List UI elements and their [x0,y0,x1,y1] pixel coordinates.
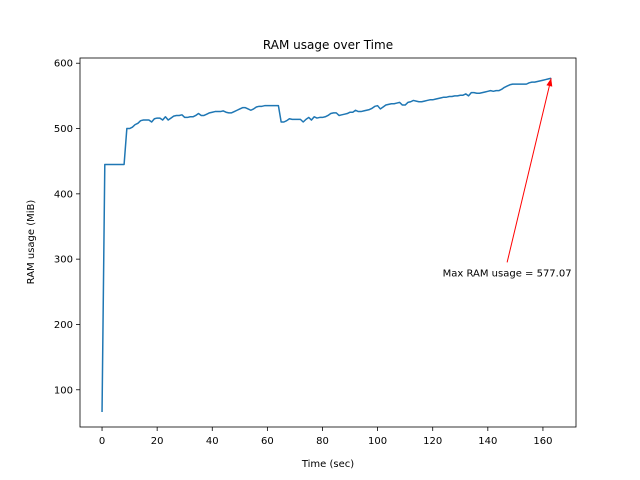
x-tick-label: 80 [316,436,329,447]
y-tick-label: 400 [54,189,73,200]
annotation-arrow-head [546,78,553,87]
annotation-arrow-line [506,78,552,263]
series-line-ram-usage [101,77,552,412]
x-axis-ticks: 0 20 40 60 80 100 120 140 160 [99,427,552,447]
annotation-text: Max RAM usage = 577.07 [443,268,572,279]
x-tick-label: 160 [533,436,552,447]
max-annotation: Max RAM usage = 577.07 [443,78,572,279]
y-tick-label: 500 [54,124,73,135]
x-tick-label: 140 [478,436,497,447]
plot-frame [79,57,577,428]
x-axis-label: Time (sec) [301,459,354,470]
y-axis-ticks: 100 200 300 400 500 600 [54,59,80,396]
x-tick-label: 40 [206,436,219,447]
x-tick-label: 0 [99,436,105,447]
x-tick-label: 20 [151,436,164,447]
y-tick-label: 600 [54,59,73,70]
y-tick-label: 200 [54,320,73,331]
x-tick-label: 100 [368,436,387,447]
x-tick-label: 120 [423,436,442,447]
y-tick-label: 100 [54,385,73,396]
y-tick-label: 300 [54,255,73,266]
x-tick-label: 60 [261,436,274,447]
chart-title: RAM usage over Time [263,38,393,52]
y-axis-label: RAM usage (MiB) [26,200,37,285]
